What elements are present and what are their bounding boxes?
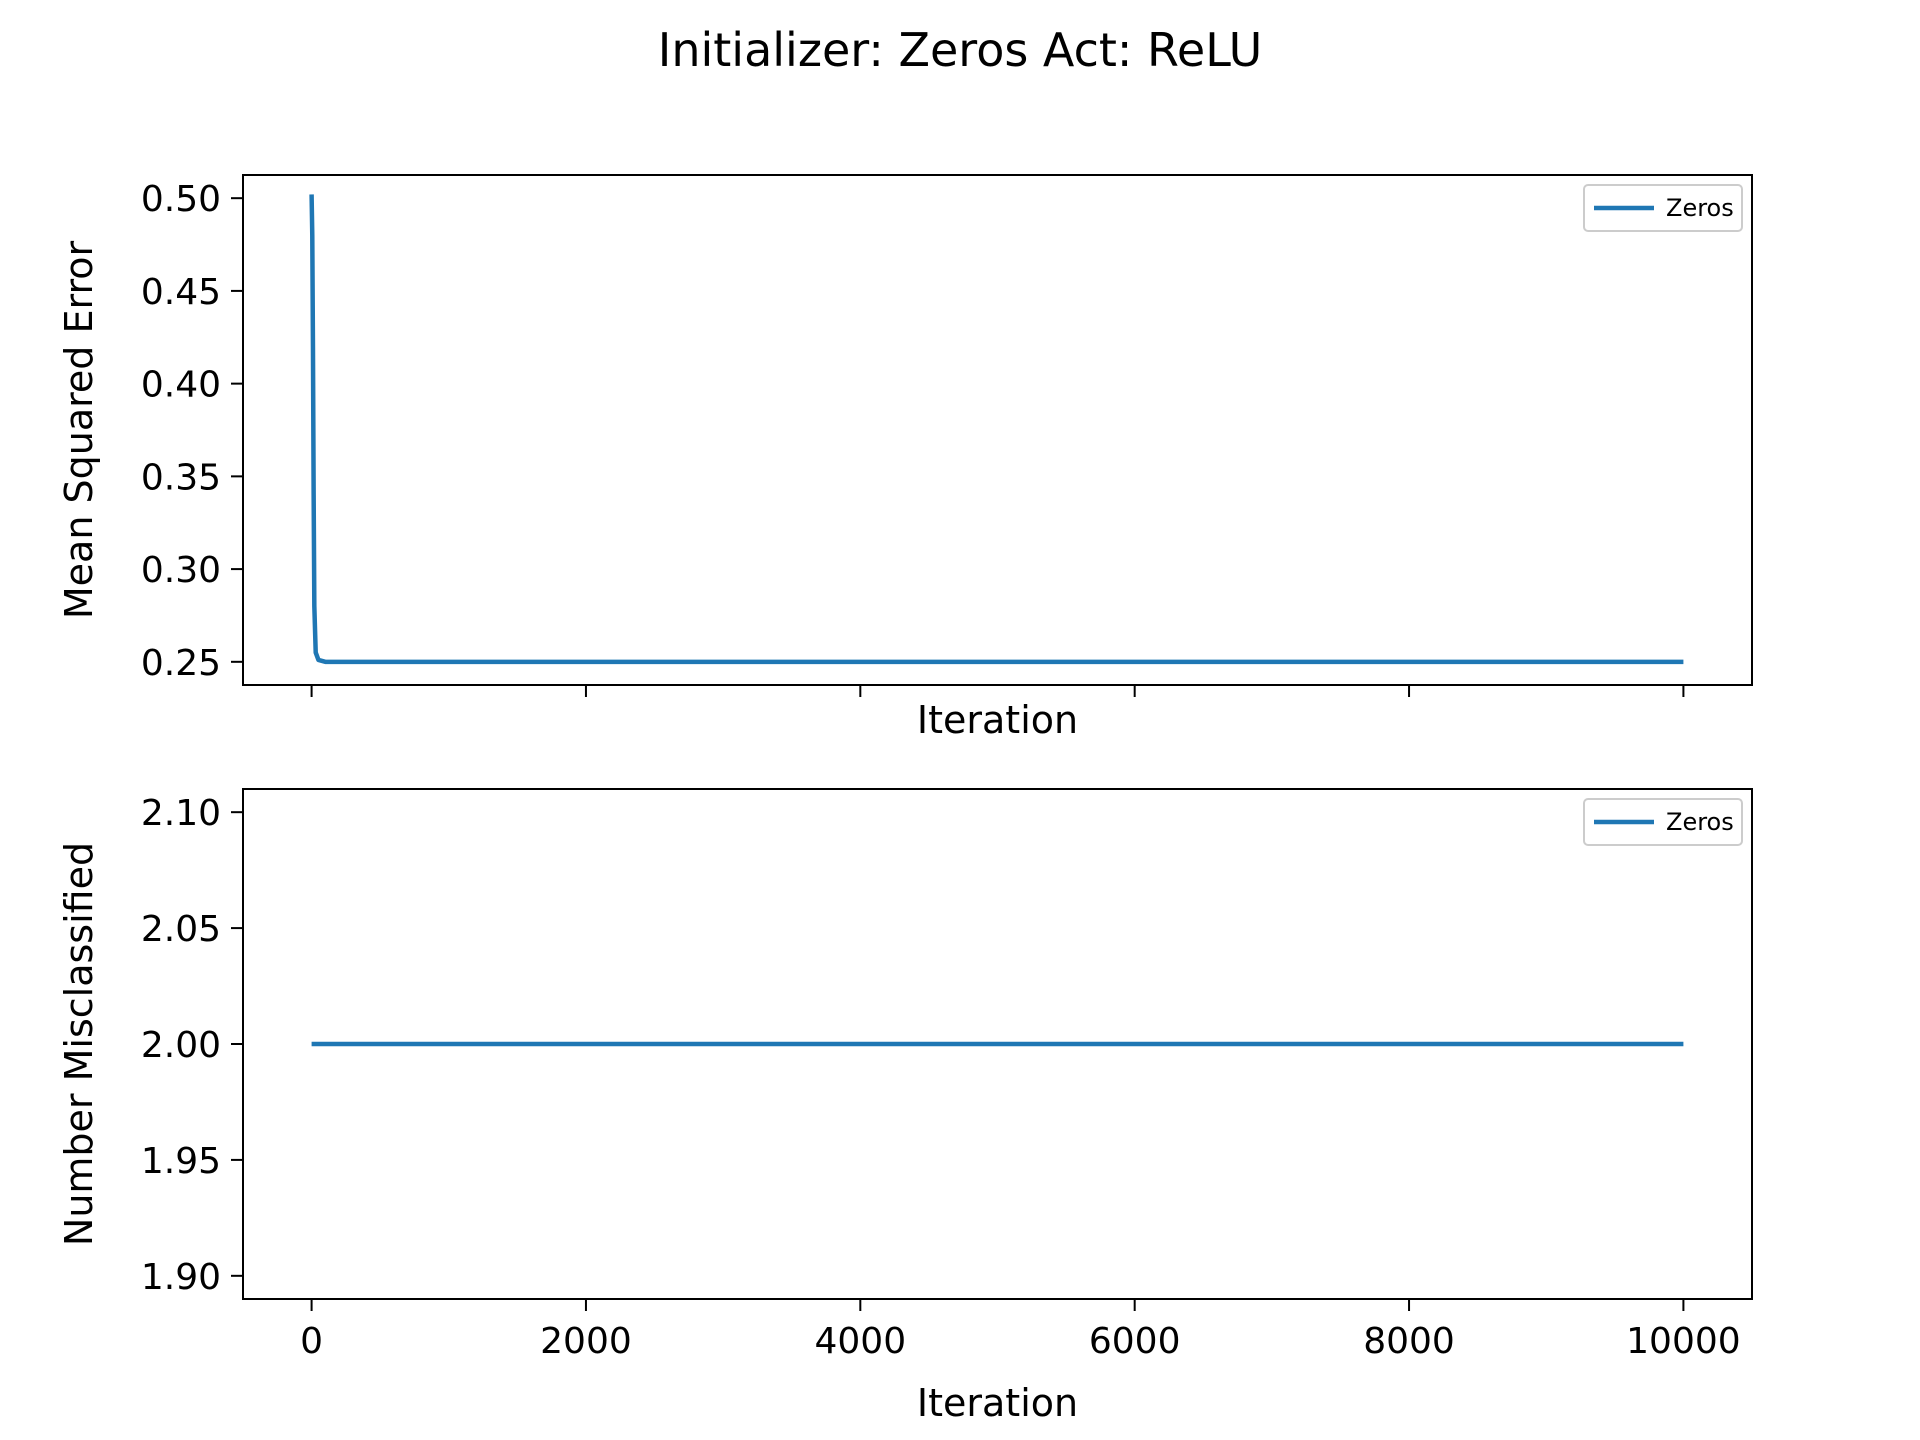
x-axis-label: Iteration bbox=[917, 1381, 1078, 1425]
x-tick-label: 0 bbox=[300, 1321, 323, 1362]
legend: Zeros bbox=[1583, 184, 1743, 232]
x-tick-label: 6000 bbox=[1089, 1321, 1181, 1362]
y-axis-label: Mean Squared Error bbox=[57, 241, 101, 620]
y-tick-label: 0.40 bbox=[141, 365, 221, 406]
y-tick-label: 0.50 bbox=[141, 179, 221, 220]
axes-frame bbox=[242, 174, 1753, 686]
figure-title: Initializer: Zeros Act: ReLU bbox=[658, 23, 1263, 77]
legend-label: Zeros bbox=[1666, 194, 1734, 222]
y-tick-label: 2.10 bbox=[141, 793, 221, 834]
y-tick-label: 0.45 bbox=[141, 272, 221, 313]
chart-panel-1: 0.25 0.30 0.35 0.40 0.45 0.50 Iteration Mean Sq… bbox=[57, 174, 1753, 742]
y-tick-label: 0.30 bbox=[141, 550, 221, 591]
chart-panels: 0.25 0.30 0.35 0.40 0.45 0.50 Iteration Mean Sq… bbox=[57, 174, 1753, 1425]
x-tick-label: 10000 bbox=[1626, 1321, 1741, 1362]
x-axis-label: Iteration bbox=[917, 698, 1078, 742]
series-line-zeros bbox=[309, 194, 1684, 665]
x-tick-label: 4000 bbox=[815, 1321, 907, 1362]
y-tick-label: 2.05 bbox=[141, 909, 221, 950]
legend-box bbox=[1583, 184, 1743, 232]
y-axis-label: Number Misclassified bbox=[57, 842, 101, 1246]
y-tick-label: 1.95 bbox=[141, 1141, 221, 1182]
y-tick-label: 0.35 bbox=[141, 457, 221, 498]
legend: Zeros bbox=[1583, 798, 1743, 846]
y-tick-label: 1.90 bbox=[141, 1257, 221, 1298]
chart-panel-2: 0 2000 4000 6000 8000 10000 1.90 1.95 2.00 2.05 2.… bbox=[57, 788, 1753, 1425]
x-tick-label: 8000 bbox=[1363, 1321, 1455, 1362]
legend-box bbox=[1583, 798, 1743, 846]
y-tick-label: 2.00 bbox=[141, 1025, 221, 1066]
x-tick-label: 2000 bbox=[540, 1321, 632, 1362]
y-tick-label: 0.25 bbox=[141, 643, 221, 684]
legend-label: Zeros bbox=[1666, 808, 1734, 836]
